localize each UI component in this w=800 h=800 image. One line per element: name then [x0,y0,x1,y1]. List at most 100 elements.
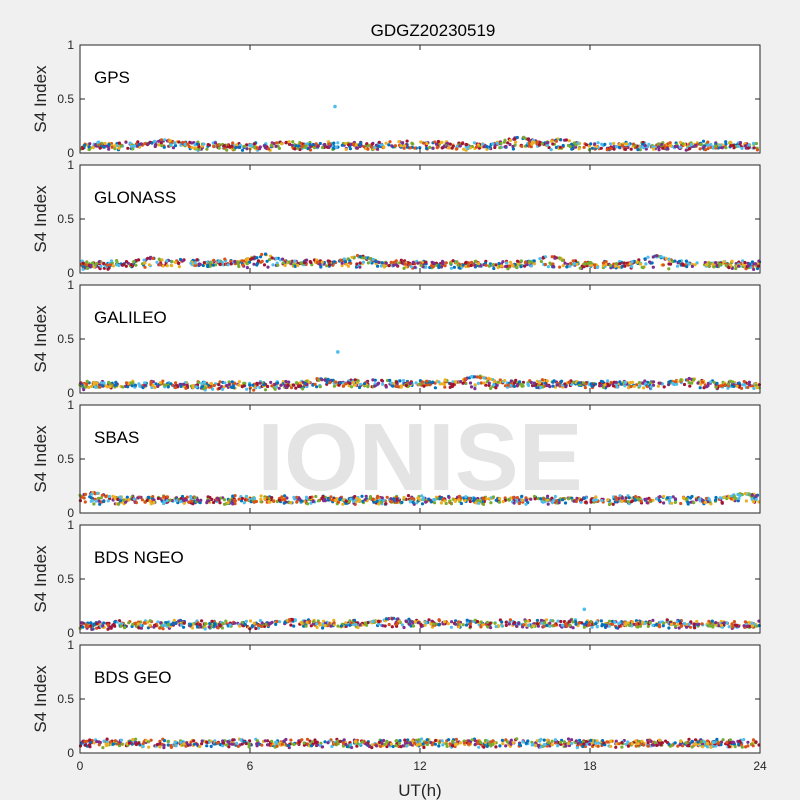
data-point [607,624,611,628]
data-point [475,375,480,379]
data-point [153,386,157,390]
data-point [395,497,399,501]
data-point [147,263,152,267]
data-point [593,142,597,146]
data-point [584,500,588,504]
data-point [658,625,662,629]
data-point [139,626,143,630]
data-point [416,496,420,500]
data-point [752,146,756,150]
data-point [722,260,726,264]
data-point [102,621,106,625]
data-point [81,625,85,629]
data-point [110,145,114,149]
data-point [551,501,555,505]
data-point [457,625,461,629]
data-point [503,145,507,149]
data-point [366,385,370,389]
data-point [593,263,597,267]
data-point [208,622,212,626]
data-point [473,259,477,263]
data-point [689,620,693,624]
data-point [191,502,195,506]
y-axis-label: S4 Index [31,425,50,493]
data-point [198,501,202,505]
data-point [277,386,281,390]
data-point [686,500,690,504]
data-point [143,142,147,146]
data-point [390,617,394,621]
data-point [545,623,549,628]
data-point [177,261,181,265]
data-point [592,498,596,502]
data-point [644,147,648,151]
data-point [182,625,186,629]
data-point [299,620,303,625]
data-point [567,620,572,624]
data-point [240,496,244,501]
data-point [90,384,94,389]
data-point [372,145,376,149]
data-point [273,387,277,391]
data-point [600,499,604,503]
data-point [273,382,277,386]
data-point [89,496,93,500]
axes-background [80,405,760,513]
data-point [203,627,207,631]
data-point [706,147,710,151]
data-point [368,496,372,501]
y-tick-label: 0.5 [57,212,74,226]
data-point [503,379,507,383]
data-point [669,622,674,627]
data-point [418,146,422,150]
data-point [314,494,318,499]
data-point [747,264,751,268]
data-point [256,626,261,630]
data-point [624,496,628,500]
data-point [513,137,517,141]
data-point [461,623,465,627]
data-point [274,385,278,389]
data-point [278,620,282,624]
data-point [352,618,357,622]
data-point [687,376,691,381]
data-point [385,495,389,499]
data-point [274,622,278,627]
data-point [665,496,670,500]
data-point [88,142,92,146]
data-point [519,265,523,269]
data-point [143,261,147,265]
data-point [358,254,362,259]
data-point [675,264,680,268]
data-point [206,143,210,147]
data-point [312,620,316,624]
data-point [703,260,707,265]
data-point [81,261,85,265]
data-point [473,387,477,391]
data-point [129,144,134,148]
data-point [567,139,572,143]
data-point [448,261,453,265]
data-point [629,500,634,504]
data-point [303,261,307,265]
data-point [725,621,729,625]
data-point [704,148,708,152]
data-point [615,498,619,502]
data-point [497,261,501,266]
data-point [732,146,736,150]
data-point [516,262,520,266]
data-point [197,380,201,384]
data-point [279,383,283,387]
data-point [714,144,718,148]
data-point [394,380,399,384]
data-point [384,385,388,389]
data-point [91,261,95,265]
data-point [551,262,555,266]
data-point [553,494,558,499]
data-point [648,498,652,502]
data-point [328,263,332,267]
data-point [139,623,143,628]
data-point [182,501,186,505]
data-point [208,264,212,268]
data-point [457,620,461,624]
